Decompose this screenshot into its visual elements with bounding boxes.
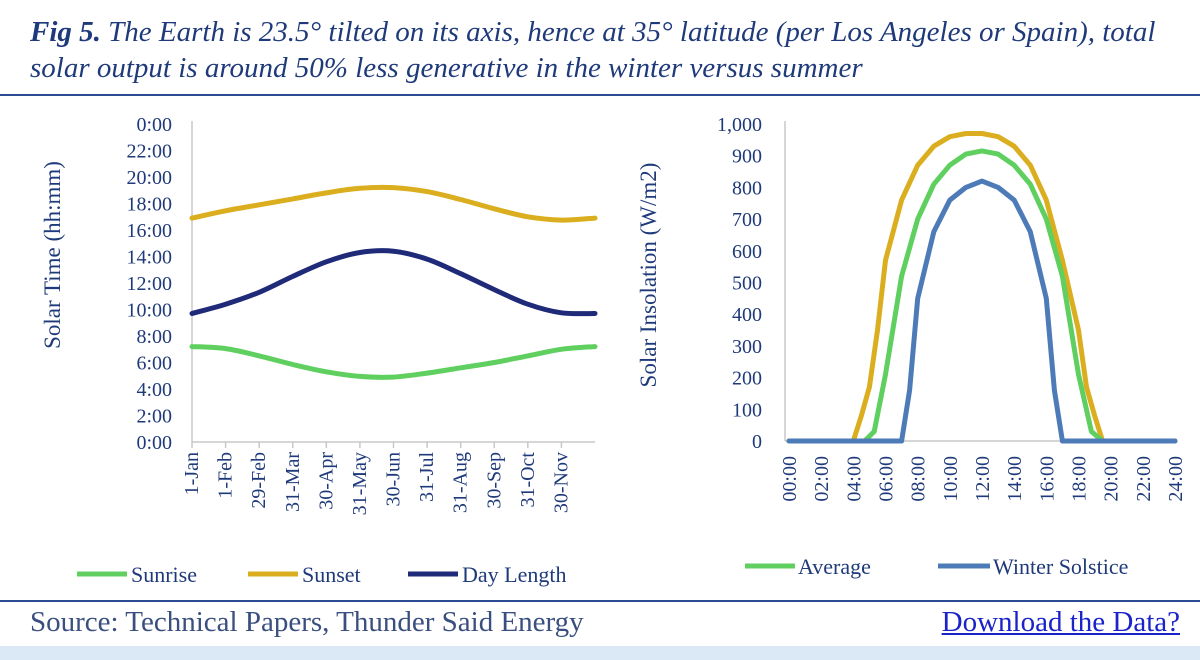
legend-label-average: Average — [798, 554, 871, 579]
left-x-tick-label: 30-Sep — [483, 452, 505, 509]
right-x-tick-label: 10:00 — [940, 456, 962, 502]
right-y-tick-label: 0 — [752, 431, 762, 453]
left-x-tick-label: 30-Apr — [315, 452, 337, 510]
figure-label: Fig 5. — [30, 16, 101, 48]
right-x-tick-label: 24:00 — [1165, 456, 1187, 502]
footer-divider — [0, 600, 1200, 602]
right-x-tick-label: 04:00 — [843, 456, 865, 502]
series-line-sunrise — [189, 344, 598, 380]
left-x-tick-label: 31-Oct — [517, 452, 539, 508]
left-y-tick-label: 14:00 — [126, 247, 172, 269]
left-y-axis-title: Solar Time (hh:mm) — [40, 161, 65, 349]
left-y-tick-label: 10:00 — [126, 300, 172, 322]
right-x-tick-label: 18:00 — [1069, 456, 1091, 502]
left-legend: Sunrise Sunset Day Length — [77, 562, 566, 587]
right-x-tick-label: 12:00 — [972, 456, 994, 502]
series-line-winter-solstice — [786, 178, 1178, 444]
series-line-sunset — [189, 184, 598, 223]
charts-canvas: Solar Time (hh:mm) 0:00 2:00 4:00 6:00 8:00 1… — [40, 114, 1187, 587]
left-y-tick-label: 0:00 — [136, 432, 172, 454]
left-y-tick-label: 18:00 — [126, 194, 172, 216]
right-y-tick-label: 100 — [732, 399, 762, 421]
right-y-tick-label: 300 — [732, 336, 762, 358]
right-y-tick-label: 700 — [732, 209, 762, 231]
left-x-tick-label: 31-May — [349, 452, 371, 515]
right-x-tick-label: 20:00 — [1101, 456, 1123, 502]
left-x-tick-label: 31-Jul — [416, 452, 438, 502]
left-x-tick-label: 30-Nov — [550, 452, 572, 513]
chart-title: Fig 5. The Earth is 23.5° tilted on its … — [30, 14, 1190, 86]
left-x-tick-label: 29-Feb — [248, 452, 270, 509]
left-y-tick-label: 6:00 — [136, 353, 172, 375]
solar-insolation-chart: Solar Insolation (W/m2) 0 100 200 300 400 500… — [636, 114, 1187, 579]
left-y-tick-label: 20:00 — [126, 167, 172, 189]
right-y-tick-label: 900 — [732, 146, 762, 168]
right-y-tick-label: 500 — [732, 273, 762, 295]
legend-label-sunrise: Sunrise — [131, 562, 197, 587]
right-y-tick-label: 600 — [732, 241, 762, 263]
right-y-axis-title: Solar Insolation (W/m2) — [636, 163, 661, 388]
legend-label-sunset: Sunset — [302, 562, 361, 587]
right-y-tick-label: 800 — [732, 177, 762, 199]
source-note: Source: Technical Papers, Thunder Said E… — [30, 606, 584, 638]
left-y-tick-label: 12:00 — [126, 273, 172, 295]
right-x-tick-label: 02:00 — [811, 456, 833, 502]
left-y-tick-label: 22:00 — [126, 141, 172, 163]
left-y-tick-label: 8:00 — [136, 326, 172, 348]
right-x-tick-label: 08:00 — [908, 456, 930, 502]
title-divider — [0, 94, 1200, 96]
right-legend: Average Winter Solstice — [745, 554, 1128, 579]
right-x-tick-label: 14:00 — [1004, 456, 1026, 502]
figure-caption: The Earth is 23.5° tilted on its axis, h… — [30, 16, 1156, 84]
right-y-tick-label: 400 — [732, 304, 762, 326]
series-line-day-length — [189, 248, 598, 317]
right-y-tick-label: 1,000 — [717, 114, 762, 136]
right-x-tick-label: 22:00 — [1133, 456, 1155, 502]
left-x-tick-label: 31-Aug — [450, 452, 472, 513]
legend-label-winter-solstice: Winter Solstice — [993, 554, 1128, 579]
series-line-summer — [786, 131, 1178, 444]
left-y-tick-label: 0:00 — [136, 114, 172, 136]
legend-label-day-length: Day Length — [462, 562, 566, 587]
left-x-tick-label: 1-Jan — [181, 452, 203, 495]
left-x-tick-label: 1-Feb — [215, 452, 237, 499]
solar-time-chart: Solar Time (hh:mm) 0:00 2:00 4:00 6:00 8:00 1… — [40, 114, 598, 587]
left-y-tick-label: 16:00 — [126, 220, 172, 242]
right-x-tick-label: 06:00 — [876, 456, 898, 502]
right-x-tick-label: 00:00 — [779, 456, 801, 502]
right-y-tick-label: 200 — [732, 368, 762, 390]
left-x-tick-label: 31-Mar — [282, 452, 304, 512]
series-line-average — [786, 148, 1178, 444]
left-x-tick-label: 30-Jun — [383, 452, 405, 506]
left-y-tick-label: 4:00 — [136, 379, 172, 401]
download-data-link[interactable]: Download the Data? — [941, 606, 1180, 638]
left-y-tick-label: 2:00 — [136, 406, 172, 428]
right-x-tick-label: 16:00 — [1036, 456, 1058, 502]
bottom-band — [0, 646, 1200, 660]
